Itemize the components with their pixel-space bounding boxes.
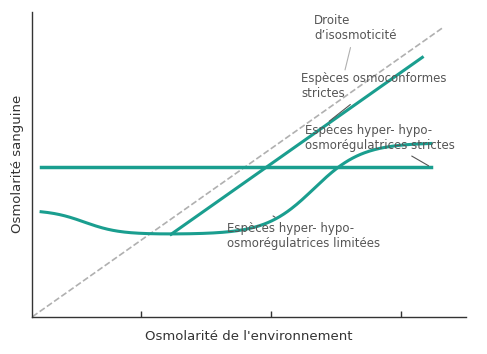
X-axis label: Osmolarité de l'environnement: Osmolarité de l'environnement — [145, 330, 353, 343]
Text: Droite
d’isosmoticité: Droite d’isosmoticité — [314, 14, 396, 70]
Text: Espèces hyper- hypo-
osmorégulatrices strictes: Espèces hyper- hypo- osmorégulatrices st… — [305, 124, 455, 166]
Text: Espèces osmoconformes
strictes: Espèces osmoconformes strictes — [301, 72, 447, 121]
Y-axis label: Osmolarité sanguine: Osmolarité sanguine — [11, 95, 24, 233]
Text: Espèces hyper- hypo-
osmorégulatrices limitées: Espèces hyper- hypo- osmorégulatrices li… — [227, 216, 380, 250]
